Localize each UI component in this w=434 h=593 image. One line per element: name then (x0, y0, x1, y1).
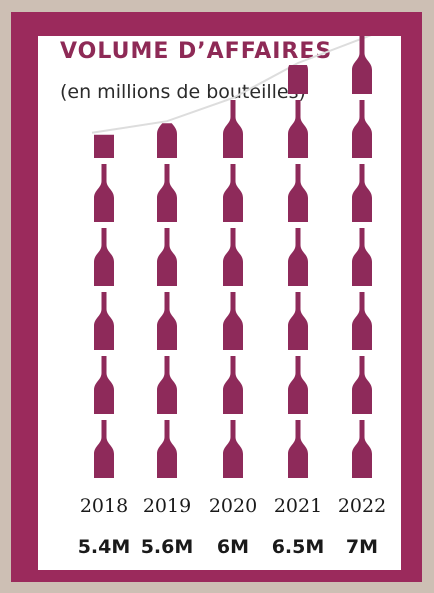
bottle-icon-2019-2 (157, 356, 177, 414)
bottle-icon-2018-4 (94, 228, 114, 286)
year-label-2018: 2018 (80, 495, 128, 517)
bottle-icon-2018-2 (94, 356, 114, 414)
bottle-icon-2021-1 (288, 420, 308, 478)
year-label-2021: 2021 (274, 495, 322, 517)
bottle-icon-2021-4 (288, 228, 308, 286)
value-label-2021: 6.5M (272, 536, 325, 558)
bottle-icon-2019-4 (157, 228, 177, 286)
bottle-icon-2019-1 (157, 420, 177, 478)
value-label-2019: 5.6M (141, 536, 194, 558)
bottle-icon-2018-partial (94, 134, 114, 158)
bottle-icon-2018-5 (94, 164, 114, 222)
chart-panel (38, 36, 401, 570)
bottle-icon-2022-1 (352, 420, 372, 478)
bottle-icon-2022-3 (352, 292, 372, 350)
bottle-icon-2021-2 (288, 356, 308, 414)
bottle-icon-2021-partial (288, 65, 308, 94)
chart-subtitle: (en millions de bouteilles) (60, 81, 306, 103)
bottle-icon-2020-4 (223, 228, 243, 286)
pictogram-chart: 2018 2019 2020 2021 2022 5.4M 5.6M 6M 6.5M 7M (78, 36, 386, 558)
bottle-icon-2022-6 (352, 100, 372, 158)
bottle-icon-2020-3 (223, 292, 243, 350)
value-label-2022: 7M (346, 536, 378, 558)
bottle-icon-2019-3 (157, 292, 177, 350)
bottle-icon-2021-6 (288, 100, 308, 158)
bottle-icon-2018-1 (94, 420, 114, 478)
value-label-2020: 6M (217, 536, 249, 558)
chart-title: VOLUME D’AFFAIRES (60, 39, 333, 64)
bottle-icon-2019-5 (157, 164, 177, 222)
bottle-icon-2022-7 (352, 36, 372, 94)
bottle-icon-2021-3 (288, 292, 308, 350)
bottle-icon-2020-6 (223, 100, 243, 158)
bottle-icon-2022-5 (352, 164, 372, 222)
bottle-icon-2020-1 (223, 420, 243, 478)
bottle-icon-2018-3 (94, 292, 114, 350)
value-label-2018: 5.4M (78, 536, 131, 558)
year-label-2020: 2020 (209, 495, 257, 517)
bottle-icon-2019-partial (157, 123, 177, 158)
bottle-icon-2022-4 (352, 228, 372, 286)
year-label-2019: 2019 (143, 495, 191, 517)
bottle-icon-2020-2 (223, 356, 243, 414)
bottle-icon-2020-5 (223, 164, 243, 222)
bottle-icon-2022-2 (352, 356, 372, 414)
year-label-2022: 2022 (338, 495, 386, 517)
bottle-icon-2021-5 (288, 164, 308, 222)
trend-line (91, 36, 372, 134)
